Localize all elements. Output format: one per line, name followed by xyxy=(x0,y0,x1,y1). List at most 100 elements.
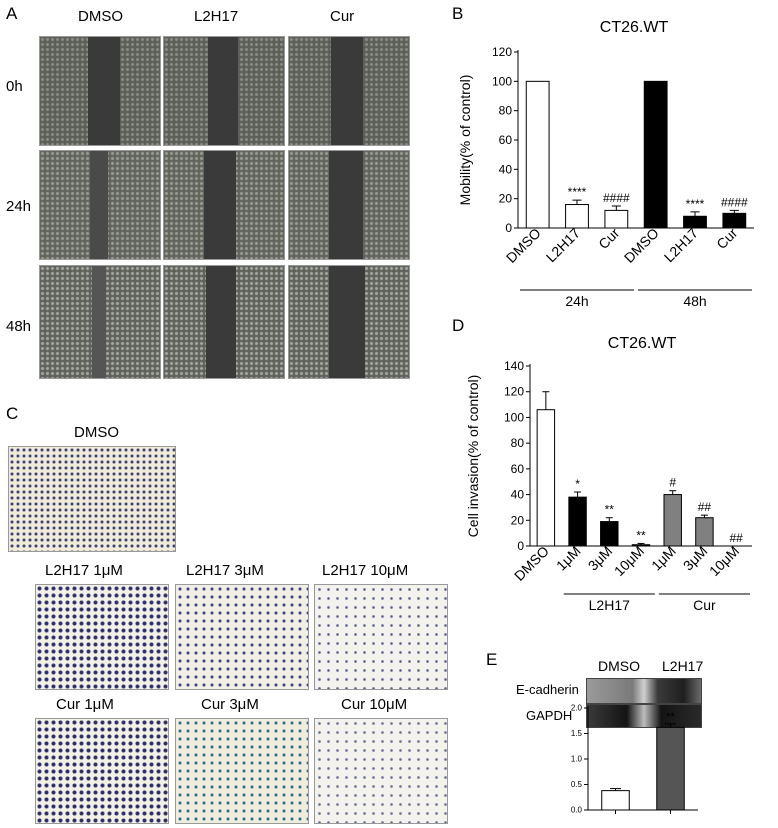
col-label-dmso: DMSO xyxy=(78,8,123,25)
y-tick-label: 80 xyxy=(511,436,525,450)
significance-mark: #### xyxy=(721,195,748,209)
col-label-l2h17: L2H17 xyxy=(194,8,239,25)
y-tick-label: 0.0 xyxy=(571,806,583,815)
significance-mark: ## xyxy=(698,500,712,514)
c-label-l2h17-1: L2H17 1μM xyxy=(45,562,123,579)
invasion-image-l2h17-1um xyxy=(35,584,169,690)
ecadherin-bar-chart: 0.0 0.5 1.0 1.5 2.0 ** xyxy=(571,704,698,815)
x-tick-label: 10μM xyxy=(706,543,742,579)
x-tick-label: Cur xyxy=(595,225,623,253)
col-label-cur: Cur xyxy=(330,8,355,25)
c-label-cur-3: Cur 3μM xyxy=(201,696,259,713)
group-label: 48h xyxy=(683,293,706,309)
bar-3 xyxy=(643,80,668,229)
blot-lane-l2h17: L2H17 xyxy=(662,658,704,674)
c-label-l2h17-3: L2H17 3μM xyxy=(186,562,264,579)
bar-0 xyxy=(601,790,630,811)
bar-0 xyxy=(536,409,556,547)
y-tick-label: 60 xyxy=(499,133,513,147)
wound-image-l2h17-24h xyxy=(163,150,285,260)
significance-mark: ## xyxy=(729,531,743,545)
y-tick-label: 80 xyxy=(499,104,513,118)
invasion-image-cur-3um xyxy=(175,718,309,824)
x-tick-label: 1μM xyxy=(553,543,584,574)
significance-mark: * xyxy=(575,477,580,491)
y-tick-label: 100 xyxy=(504,410,524,424)
invasion-image-l2h17-10um xyxy=(314,584,448,690)
x-tick-label: Cur xyxy=(713,225,741,253)
x-tick-label: L2H17 xyxy=(661,225,702,266)
significance-mark: **** xyxy=(568,185,587,199)
y-tick-label: 1.0 xyxy=(571,755,583,764)
y-tick-label: 0.5 xyxy=(571,780,583,789)
group-label: Cur xyxy=(693,597,716,613)
invasion-image-l2h17-3um xyxy=(175,584,309,690)
row-label-48h: 48h xyxy=(6,318,32,335)
bar-1 xyxy=(565,204,589,229)
invasion-image-cur-1um xyxy=(35,718,169,824)
bar-1 xyxy=(568,496,587,547)
panel-label-a: A xyxy=(6,4,18,23)
y-tick-label: 2.0 xyxy=(571,704,583,713)
significance-mark: **** xyxy=(686,197,705,211)
row-label-24h: 24h xyxy=(6,198,32,215)
y-tick-label: 120 xyxy=(492,45,512,59)
panel-label-e: E xyxy=(486,650,498,669)
wound-image-cur-48h xyxy=(288,265,410,379)
bar-0 xyxy=(525,80,550,229)
significance-mark: #### xyxy=(603,191,630,205)
blot-lane-dmso: DMSO xyxy=(598,658,640,674)
wound-image-l2h17-0h xyxy=(163,36,285,146)
c-label-dmso: DMSO xyxy=(74,424,119,441)
y-tick-label: 20 xyxy=(499,192,513,206)
chart-title: CT26.WT xyxy=(600,19,669,36)
invasion-image-dmso xyxy=(8,446,176,552)
y-tick-label: 1.5 xyxy=(571,729,583,738)
panel-label-b: B xyxy=(452,4,464,23)
significance-mark: ** xyxy=(636,528,646,542)
y-tick-label: 140 xyxy=(504,359,524,373)
bar-3 xyxy=(631,544,651,547)
blot-band-ecadherin xyxy=(586,678,702,704)
y-tick-label: 0 xyxy=(505,221,512,235)
y-tick-label: 20 xyxy=(511,513,525,527)
y-axis-label: Mobility(% of control) xyxy=(457,75,473,206)
bar-5 xyxy=(722,212,747,229)
panel-label-d: D xyxy=(452,316,465,335)
c-label-cur-10: Cur 10μM xyxy=(341,696,408,713)
chart-title: CT26.WT xyxy=(608,335,677,352)
wound-image-dmso-24h xyxy=(39,150,161,260)
row-label-0h: 0h xyxy=(6,78,23,95)
blot-label-gapdh: GAPDH xyxy=(526,708,573,723)
y-tick-label: 40 xyxy=(511,488,525,502)
c-label-cur-1: Cur 1μM xyxy=(56,696,114,713)
x-tick-label: 1μM xyxy=(648,543,679,574)
bar-4 xyxy=(663,494,682,547)
invasion-bar-chart: CT26.WT Cell invasion(% of control) 0 20 40 6… xyxy=(465,335,752,613)
blot-label-ecadherin: E-cadherin xyxy=(516,682,579,697)
y-tick-label: 60 xyxy=(511,462,525,476)
bar-5 xyxy=(695,517,714,547)
wound-image-l2h17-48h xyxy=(163,265,285,379)
y-tick-label: 0 xyxy=(517,539,524,553)
significance-mark: ** xyxy=(666,711,675,723)
group-label: L2H17 xyxy=(589,597,630,613)
group-label: 24h xyxy=(565,293,588,309)
panel-label-c: C xyxy=(6,404,19,423)
wound-image-dmso-48h xyxy=(39,265,161,379)
y-axis-label: Cell invasion(% of control) xyxy=(465,375,481,538)
bar-2 xyxy=(604,209,629,229)
significance-mark: ** xyxy=(605,503,615,517)
bar-1 xyxy=(656,726,685,811)
x-tick-label: 10μM xyxy=(611,543,647,579)
c-label-l2h17-10: L2H17 10μM xyxy=(322,562,409,579)
y-tick-label: 120 xyxy=(504,385,524,399)
wound-image-cur-0h xyxy=(288,36,410,146)
x-tick-label: DMSO xyxy=(621,225,662,266)
y-tick-label: 100 xyxy=(492,74,512,88)
significance-mark: # xyxy=(669,476,676,490)
wound-image-dmso-0h xyxy=(39,36,161,146)
invasion-image-cur-10um xyxy=(314,718,448,824)
x-tick-label: L2H17 xyxy=(543,225,584,266)
blot-band-gapdh xyxy=(586,704,702,728)
